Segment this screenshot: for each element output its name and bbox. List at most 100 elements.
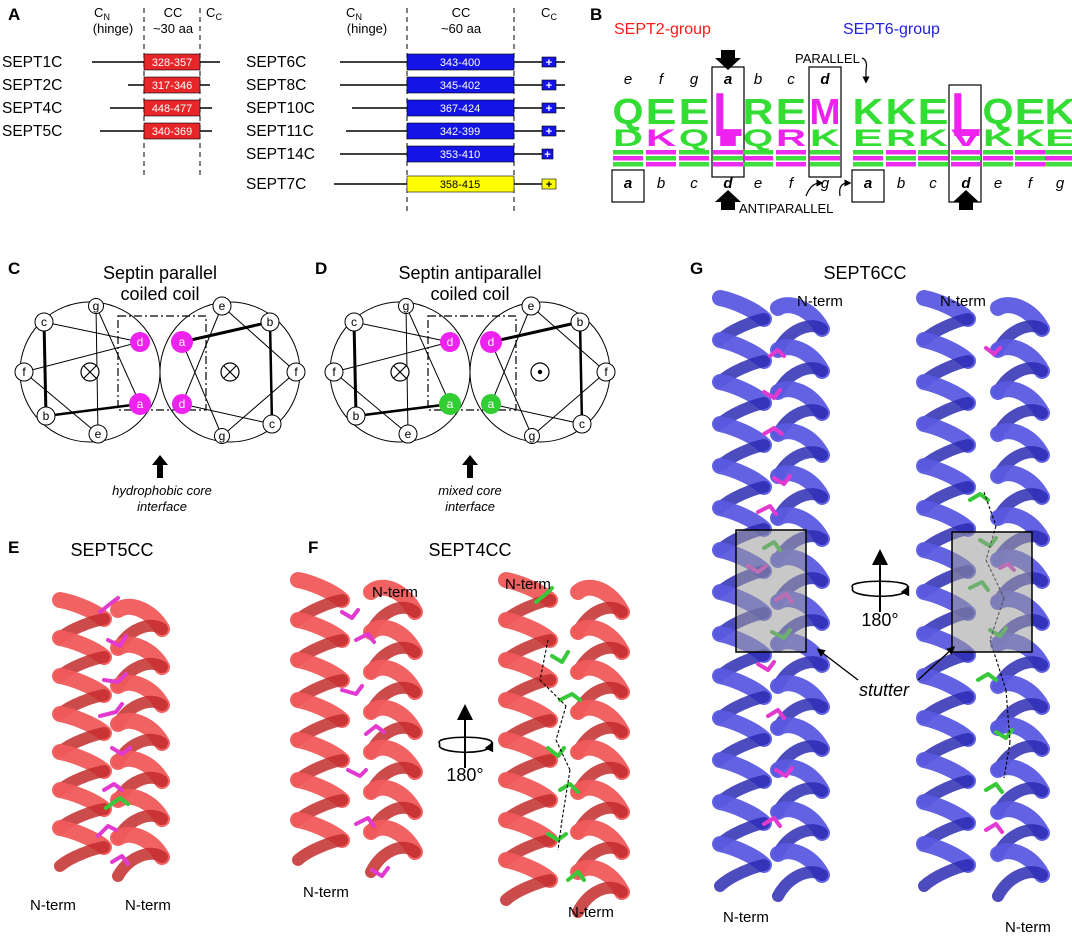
logo-letter: Q (983, 91, 1014, 132)
residue-range: 367-424 (440, 103, 480, 115)
logo-letter: E (776, 91, 807, 132)
wheel-connector (490, 320, 581, 344)
panel-label-c: C (8, 259, 20, 278)
residue-range: 340-369 (152, 126, 192, 138)
coiled-coil-box (406, 145, 515, 163)
logo-letter: E (918, 91, 949, 132)
heptad-position: g (821, 175, 830, 192)
protein-name: SEPT2C (2, 77, 62, 94)
logo-stack-bar (613, 150, 643, 155)
logo-stack-bar (810, 150, 840, 155)
panel-a: A CN (hinge) CC ~30 aa CC SEPT1C 328-357S… (2, 5, 565, 215)
wheel-connector (490, 341, 533, 437)
cc-label: CC (452, 5, 471, 20)
protein-row: SEPT5C 340-369 (2, 122, 212, 140)
side-chain-stick (762, 816, 782, 828)
nterm-label: N-term (125, 897, 171, 914)
side-chain-stick (976, 672, 998, 682)
logo-stack-bar (713, 156, 743, 161)
logo-stack-bar (886, 156, 916, 161)
logo-stack-bar (1015, 150, 1045, 155)
logo-stack-bar (1045, 150, 1072, 155)
sept4cc-ribbon-front (290, 572, 423, 878)
side-chain-stick (104, 796, 130, 810)
charged-cluster-box (541, 178, 557, 190)
protein-name: SEPT5C (2, 123, 62, 140)
heptad-position: a (864, 175, 872, 192)
logo-stack-bar (886, 150, 916, 155)
coiled-coil-box (406, 53, 515, 71)
wheel-connector (333, 371, 409, 435)
heptad-labels: e f g a b c d a b c d e f g a b c d e f g (611, 66, 1065, 203)
residue-label: e (219, 299, 226, 313)
side-chain-stick (370, 866, 390, 878)
side-chain-stick (110, 854, 130, 866)
logo-stack-bar (1015, 162, 1045, 167)
cc2-label: CC (206, 5, 222, 22)
salt-bridge (539, 639, 549, 681)
side-chain-stick (98, 596, 120, 614)
wheel-residue (440, 332, 460, 352)
wheel-residue (171, 331, 193, 353)
wheel-residue (596, 362, 616, 382)
residue-label: e (95, 427, 102, 441)
nterm-label: N-term (303, 884, 349, 901)
side-chain-stick (984, 822, 1004, 834)
logo-letter: M (810, 91, 841, 132)
protein-row: SEPT6C 343-400 + (246, 53, 565, 71)
logo-letter: E (679, 91, 710, 132)
wheel-connector (95, 305, 141, 405)
heptad-position: a (724, 71, 732, 88)
side-chain-stick (110, 746, 132, 756)
logo-stack-bar (646, 150, 676, 155)
logo-letter: E (646, 91, 677, 132)
logo-stack-bar (810, 162, 840, 167)
logo-stack-bar (918, 156, 948, 161)
heptad-position: c (929, 175, 937, 192)
residue-label: d (447, 335, 454, 349)
wheel-residue (481, 394, 501, 414)
residue-label: f (22, 365, 26, 379)
nterm-label: N-term (30, 897, 76, 914)
logo-letter: K (810, 125, 841, 152)
heptad-position: b (657, 175, 665, 192)
rotation-icon (851, 549, 910, 612)
logo-letter: K (1015, 125, 1046, 152)
panel-d-caption-line1: mixed core (438, 483, 502, 498)
side-chain-stick (546, 832, 568, 842)
helix-turn (572, 881, 628, 918)
side-chain-stick (534, 586, 554, 604)
heptad-highlight-box (808, 66, 842, 178)
plus-icon: + (546, 80, 552, 92)
sept5cc-ribbon (52, 592, 170, 882)
panel-e: E SEPT5CC N-term N-term (8, 538, 171, 914)
logo-letter: E (853, 125, 883, 152)
heptad-position: d (820, 71, 830, 88)
logo-stack-bar (713, 162, 743, 167)
wheel-connector (352, 321, 358, 417)
heptad-position: f (789, 175, 795, 192)
heptad-position: e (994, 175, 1002, 192)
residue-label: c (351, 315, 357, 329)
logo-letter: K (918, 125, 949, 152)
logo-stack-bar (1045, 162, 1072, 167)
logo-letter: R (743, 91, 774, 132)
logo-letter: L (713, 81, 743, 150)
side-chain-stick (558, 782, 580, 794)
wheel-residue (36, 406, 56, 426)
protein-row: SEPT14C 353-410 + (246, 145, 554, 163)
plus-icon: + (546, 103, 552, 115)
logo-letter: K (1045, 91, 1072, 132)
logo-letter: K (853, 91, 884, 132)
stutter-box (951, 531, 1033, 653)
wheel-connector (43, 321, 141, 343)
wheel-residue (262, 414, 282, 434)
logo-stack-bar (646, 156, 676, 161)
side-chain-stick (984, 782, 1004, 794)
salt-bridge (557, 819, 563, 851)
up-arrow-icon (715, 190, 741, 210)
plus-icon: + (544, 149, 550, 161)
panel-c: C Septin parallel coiled coil c g d a b e f a e b… (8, 259, 306, 514)
side-chain-stick (550, 650, 570, 664)
